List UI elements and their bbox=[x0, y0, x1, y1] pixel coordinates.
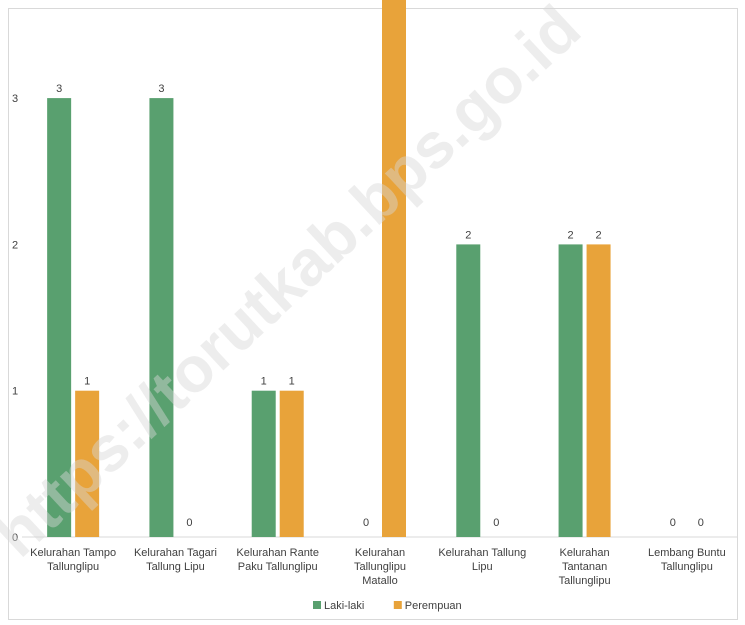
data-label: 2 bbox=[568, 229, 574, 241]
bar-perempuan bbox=[279, 390, 304, 537]
x-tick-label: Tantanan bbox=[562, 561, 607, 573]
x-tick-label: Tallunglipu bbox=[559, 575, 611, 587]
x-tick-label: Matallo bbox=[362, 575, 397, 587]
bar-laki-laki bbox=[149, 98, 174, 537]
y-tick-label: 1 bbox=[12, 386, 18, 398]
legend-label: Laki-laki bbox=[324, 600, 364, 612]
legend-label: Perempuan bbox=[405, 600, 462, 612]
chart-frame bbox=[8, 8, 738, 620]
x-tick-label: Kelurahan bbox=[559, 547, 609, 559]
x-tick-label: Tallunglipu bbox=[354, 561, 406, 573]
data-label: 0 bbox=[363, 517, 369, 529]
legend-swatch bbox=[393, 601, 402, 609]
x-tick-label: Tallunglipu bbox=[47, 561, 99, 573]
data-label: 3 bbox=[56, 83, 62, 95]
x-tick-label: Tallunglipu bbox=[661, 561, 713, 573]
bar-laki-laki bbox=[456, 244, 481, 537]
data-label: 0 bbox=[670, 517, 676, 529]
x-tick-label: Kelurahan Tallung bbox=[438, 547, 526, 559]
bar-perempuan bbox=[75, 390, 100, 537]
y-tick-label: 3 bbox=[12, 93, 18, 105]
data-label: 0 bbox=[186, 517, 192, 529]
plot-area: 0 1 2 3 3 1 Kelurahan Tampo Tallunglipu 3 0 Kelura… bbox=[12, 0, 738, 612]
data-label: 1 bbox=[289, 376, 295, 388]
data-label: 2 bbox=[596, 229, 602, 241]
bar-laki-laki bbox=[251, 390, 276, 537]
x-tick-label: Tallung Lipu bbox=[146, 561, 205, 573]
x-tick-label: Kelurahan bbox=[355, 547, 405, 559]
data-label: 0 bbox=[493, 517, 499, 529]
data-label: 1 bbox=[84, 376, 90, 388]
bar-perempuan bbox=[586, 244, 611, 537]
y-tick-label: 0 bbox=[12, 532, 18, 544]
y-tick-label: 2 bbox=[12, 239, 18, 251]
legend-swatch bbox=[313, 601, 321, 609]
bar-perempuan bbox=[382, 0, 406, 538]
data-label: 3 bbox=[158, 83, 164, 95]
x-tick-label: Kelurahan Tampo bbox=[30, 547, 116, 559]
x-tick-label: Kelurahan Rante bbox=[236, 547, 319, 559]
x-tick-label: Paku Tallunglipu bbox=[238, 561, 318, 573]
data-label: 1 bbox=[261, 376, 267, 388]
bar-laki-laki bbox=[558, 244, 583, 537]
x-tick-label: Lipu bbox=[472, 561, 493, 573]
x-tick-label: Lembang Buntu bbox=[648, 547, 726, 559]
data-label: 2 bbox=[465, 229, 471, 241]
data-label: 0 bbox=[698, 517, 704, 529]
bar-laki-laki bbox=[47, 98, 72, 537]
x-tick-label: Kelurahan Tagari bbox=[134, 547, 217, 559]
